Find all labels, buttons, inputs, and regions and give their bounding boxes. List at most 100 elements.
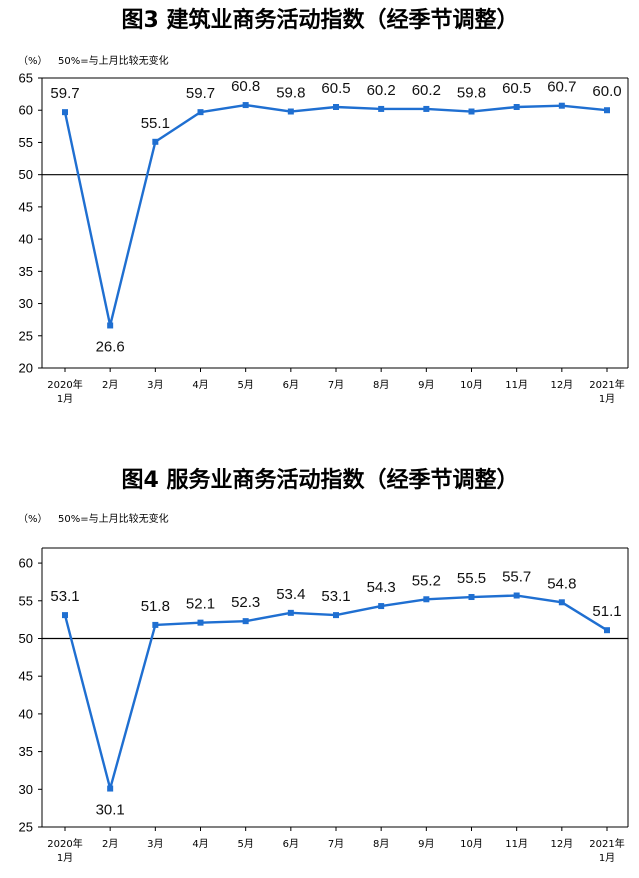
data-point-marker (604, 627, 610, 634)
data-point-marker (152, 138, 159, 145)
y-tick-label: 45 (19, 199, 33, 214)
data-point-marker (287, 609, 294, 616)
data-label: 59.7 (186, 85, 215, 102)
data-label: 54.3 (367, 579, 396, 596)
x-tick-label: 5月 (237, 838, 253, 850)
x-tick-label: 2月 (102, 379, 118, 391)
data-label: 60.0 (592, 83, 621, 100)
x-tick-label: 10月 (460, 838, 483, 850)
data-label: 60.8 (231, 78, 260, 95)
data-point-marker (107, 785, 114, 792)
data-label: 26.6 (96, 338, 125, 355)
data-point-marker (604, 107, 610, 114)
data-point-marker (423, 596, 430, 603)
x-tick-label: 11月 (505, 379, 528, 391)
data-point-marker (287, 108, 294, 115)
x-tick-label: 9月 (418, 379, 434, 391)
data-label: 60.5 (321, 80, 350, 97)
data-point-marker (378, 105, 385, 112)
data-point-marker (62, 109, 68, 116)
data-point-marker (513, 104, 520, 110)
data-point-marker (468, 108, 475, 115)
data-label: 54.8 (547, 575, 576, 592)
y-tick-label: 60 (19, 103, 33, 118)
data-label: 59.8 (276, 85, 305, 102)
reference-note: 50%=与上月比较无变化 (58, 512, 169, 525)
unit-label: （%） (18, 55, 48, 67)
x-tick-label: 2020年 1月 (47, 837, 82, 864)
data-label: 30.1 (96, 802, 125, 819)
data-label: 52.1 (186, 596, 215, 613)
data-point-marker (62, 612, 68, 619)
x-tick-label: 4月 (192, 379, 208, 391)
data-label: 53.4 (276, 586, 305, 603)
x-tick-label: 8月 (373, 838, 389, 850)
data-point-marker (558, 599, 565, 606)
x-tick-label: 2020年 1月 (47, 378, 82, 405)
data-label: 55.7 (502, 569, 531, 586)
data-label: 53.1 (50, 588, 79, 605)
y-tick-label: 25 (19, 328, 33, 343)
y-tick-label: 55 (19, 593, 33, 608)
x-tick-label: 3月 (147, 379, 163, 391)
data-point-marker (197, 109, 204, 116)
x-tick-label: 6月 (283, 838, 299, 850)
y-tick-label: 35 (19, 744, 33, 759)
y-tick-label: 20 (19, 361, 33, 376)
data-point-marker (197, 619, 204, 626)
x-tick-label: 9月 (418, 838, 434, 850)
y-tick-label: 35 (19, 264, 33, 279)
chart-title: 图3 建筑业商务活动指数（经季节调整） (122, 7, 519, 33)
y-tick-label: 45 (19, 669, 33, 684)
data-label: 60.7 (547, 79, 576, 96)
chart-plot-area: 25 30 35 40 45 50 55 60 2020年 1月 2月 3月 4月 5月 6月 7月 8月 9月 1… (19, 547, 629, 864)
y-tick-label: 25 (19, 820, 33, 835)
data-point-marker (107, 322, 114, 329)
data-label: 59.8 (457, 85, 486, 102)
y-tick-label: 50 (19, 631, 33, 646)
y-tick-label: 65 (19, 71, 33, 86)
data-label: 51.1 (592, 603, 621, 620)
data-label: 53.1 (321, 588, 350, 605)
x-tick-label: 6月 (283, 379, 299, 391)
x-tick-label: 7月 (328, 379, 344, 391)
data-label: 60.2 (412, 82, 441, 99)
data-point-marker (423, 105, 430, 112)
data-label: 52.3 (231, 594, 260, 611)
y-tick-label: 50 (19, 167, 33, 182)
x-tick-label: 12月 (550, 838, 573, 850)
data-point-marker (242, 102, 249, 109)
x-tick-label: 12月 (550, 379, 573, 391)
x-tick-label: 2021年 1月 (589, 837, 624, 864)
data-label: 60.2 (367, 82, 396, 99)
y-tick-label: 60 (19, 556, 33, 571)
data-point-marker (152, 621, 159, 628)
reference-note: 50%=与上月比较无变化 (58, 54, 169, 67)
y-tick-label: 40 (19, 706, 33, 721)
data-label: 55.5 (457, 570, 486, 587)
series-line (63, 594, 608, 790)
x-tick-label: 7月 (328, 838, 344, 850)
unit-label: （%） (18, 513, 48, 525)
x-tick-label: 4月 (192, 838, 208, 850)
y-tick-label: 40 (19, 232, 33, 247)
x-tick-label: 5月 (237, 379, 253, 391)
x-tick-label: 8月 (373, 379, 389, 391)
data-label: 51.8 (141, 598, 170, 615)
data-label: 60.5 (502, 80, 531, 97)
y-tick-label: 30 (19, 296, 33, 311)
chart-plot-area: 20 25 30 35 40 45 50 55 60 65 2020年 1月 2月 3月 4月 5月 6月 7月 8… (19, 71, 629, 405)
data-point-marker (378, 603, 385, 610)
data-point-marker (242, 618, 249, 625)
series-line (63, 103, 608, 327)
data-label: 55.2 (412, 572, 441, 589)
data-label: 59.7 (50, 85, 79, 102)
data-point-marker (513, 592, 520, 599)
x-tick-label: 2021年 1月 (589, 378, 624, 405)
x-tick-label: 10月 (460, 379, 483, 391)
x-tick-label: 3月 (147, 838, 163, 850)
y-tick-label: 55 (19, 135, 33, 150)
y-tick-label: 30 (19, 782, 33, 797)
